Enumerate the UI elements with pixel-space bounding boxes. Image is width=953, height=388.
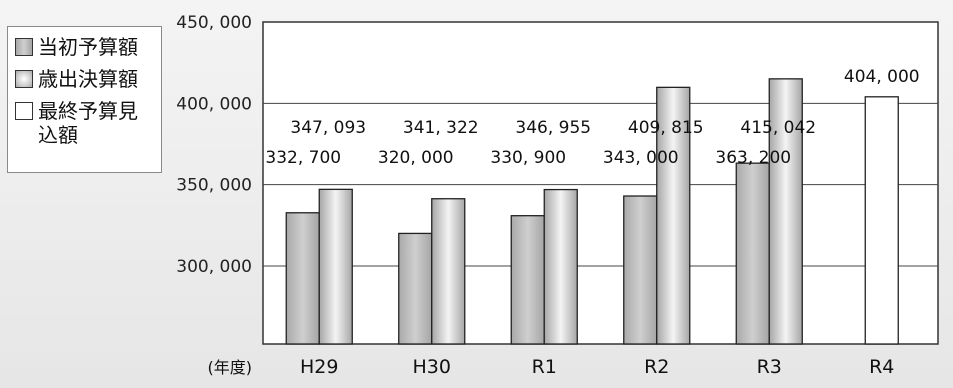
legend-item-initial-budget: 当初予算額 [15, 35, 156, 59]
x-tick-label: H29 [300, 356, 338, 378]
bar-initial-budget [285, 212, 320, 345]
plot-area [262, 21, 939, 345]
data-label-final-estimate: 404, 000 [844, 67, 920, 87]
x-axis-unit-label: (年度) [208, 358, 253, 377]
bar-settled-expenditure [543, 188, 578, 345]
x-tick-label: R1 [532, 356, 557, 378]
legend-swatch [15, 70, 33, 88]
bar-initial-budget [735, 162, 770, 345]
data-label-settled: 415, 042 [740, 118, 816, 138]
x-tick-label: H30 [413, 356, 451, 378]
bar-settled-expenditure [656, 86, 691, 345]
legend-item-final-budget-estimate: 最終予算見込額 [15, 99, 156, 147]
data-label-initial: 343, 000 [603, 148, 679, 168]
bar-initial-budget [510, 215, 545, 345]
data-label-settled: 409, 815 [628, 118, 704, 138]
y-tick-label: 300, 000 [176, 257, 252, 277]
data-label-initial: 332, 700 [265, 148, 341, 168]
bar-initial-budget [623, 195, 658, 345]
data-label-initial: 320, 000 [378, 148, 454, 168]
legend-label: 歳出決算額 [38, 67, 138, 91]
bar-initial-budget [398, 232, 433, 345]
legend-swatch [15, 38, 33, 56]
data-label-settled: 347, 093 [290, 118, 366, 138]
x-tick-label: R4 [869, 356, 894, 378]
legend-label: 最終予算見込額 [38, 99, 138, 147]
data-label-settled: 346, 955 [515, 118, 591, 138]
bar-settled-expenditure [768, 78, 803, 345]
bar-settled-expenditure [318, 188, 353, 345]
y-tick-label: 450, 000 [176, 13, 252, 33]
bar-settled-expenditure [431, 198, 466, 345]
data-label-initial: 363, 200 [715, 148, 791, 168]
y-tick-label: 400, 000 [176, 94, 252, 114]
legend-item-settled-expenditure: 歳出決算額 [15, 67, 156, 91]
bar-final-budget-estimate [864, 96, 899, 345]
data-label-settled: 341, 322 [403, 118, 479, 138]
legend-swatch [15, 102, 33, 120]
legend-label: 当初予算額 [38, 35, 138, 59]
x-tick-label: R3 [757, 356, 782, 378]
y-tick-label: 350, 000 [176, 176, 252, 196]
legend: 当初予算額歳出決算額最終予算見込額 [7, 26, 162, 173]
data-label-initial: 330, 900 [490, 148, 566, 168]
x-tick-label: R2 [644, 356, 669, 378]
